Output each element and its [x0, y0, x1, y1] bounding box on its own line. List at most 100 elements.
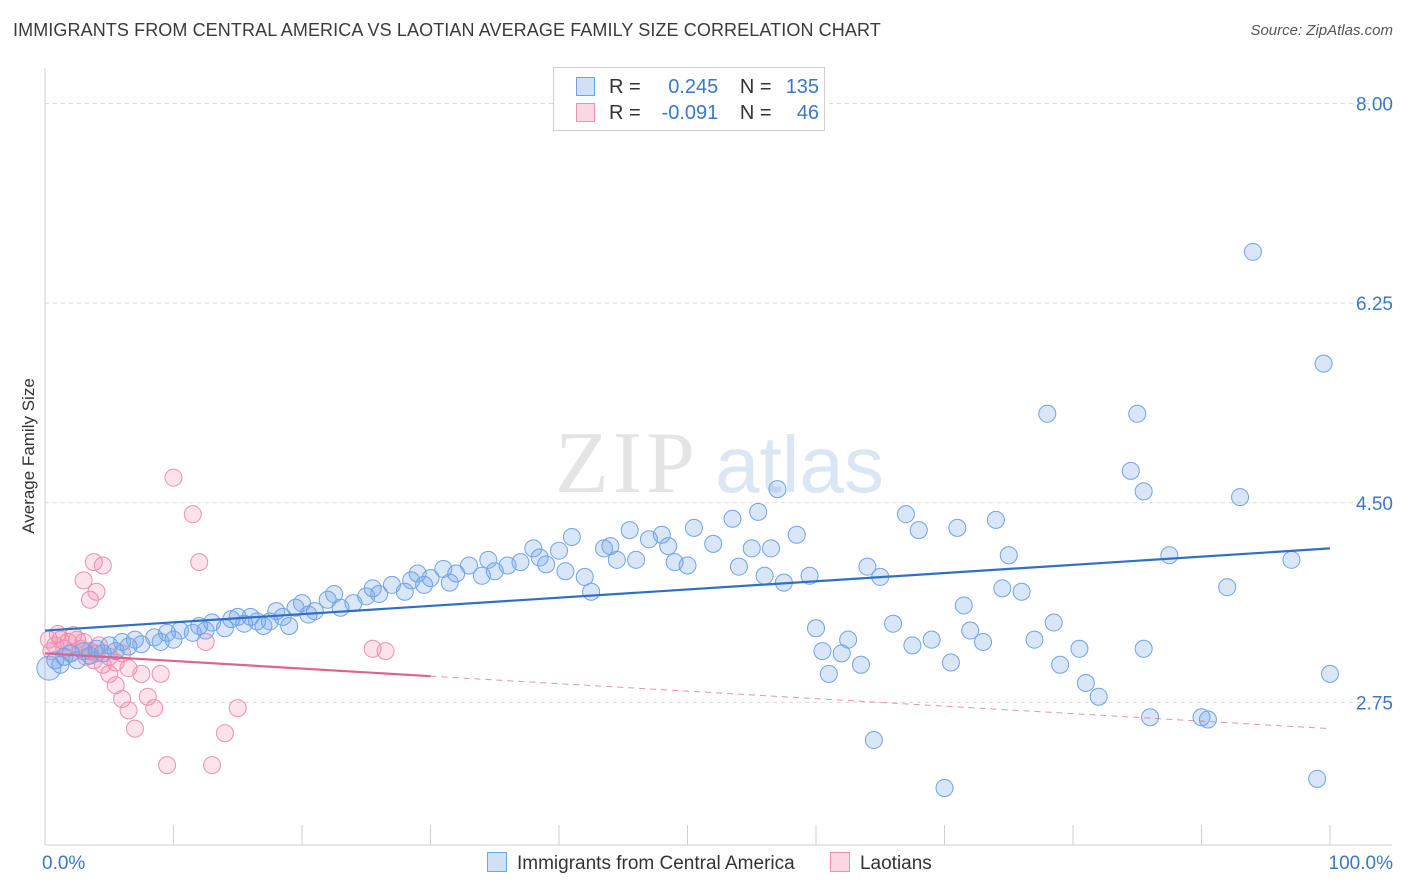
correlation-legend: R = 0.245 N = 135 R = -0.091 N = 46	[553, 67, 825, 131]
x-tick-max: 100.0%	[1329, 853, 1394, 874]
data-point-central-america	[941, 653, 960, 672]
regression-line-laotians	[44, 652, 431, 678]
data-point-central-america	[395, 582, 414, 601]
legend-row-pink: R = -0.091 N = 46	[576, 102, 819, 128]
data-point-central-america	[447, 564, 466, 583]
data-point-central-america	[851, 655, 870, 674]
data-point-central-america	[537, 555, 556, 574]
data-point-central-america	[620, 521, 639, 540]
data-point-central-america	[582, 582, 601, 601]
data-point-central-america	[755, 566, 774, 585]
data-point-central-america	[922, 630, 941, 649]
data-point-central-america	[1134, 639, 1153, 658]
legend-n-value: 46	[796, 102, 820, 124]
data-point-central-america	[1141, 708, 1160, 727]
y-axis-label: Average Family Size	[19, 378, 38, 534]
data-point-laotians	[87, 582, 106, 601]
data-point-central-america	[974, 632, 993, 651]
data-point-central-america	[723, 509, 742, 528]
data-point-central-america	[684, 518, 703, 537]
data-point-central-america	[1314, 354, 1333, 373]
data-point-central-america	[807, 619, 825, 638]
data-point-central-america	[961, 621, 980, 640]
data-point-central-america	[864, 731, 883, 750]
data-point-laotians	[119, 701, 138, 720]
data-point-central-america	[524, 539, 543, 558]
legend-r-value: -0.091	[661, 102, 719, 124]
regression-line-central-america	[44, 547, 1331, 632]
data-point-central-america	[1308, 769, 1327, 788]
series-swatch-pink	[829, 852, 850, 872]
data-point-central-america	[460, 556, 479, 575]
data-point-central-america	[768, 480, 787, 499]
data-point-central-america	[909, 521, 928, 540]
data-point-central-america	[607, 550, 626, 569]
data-point-central-america	[305, 602, 324, 621]
data-point-laotians	[145, 699, 164, 718]
series-label: Immigrants from Central America	[517, 853, 795, 874]
data-point-laotians	[132, 664, 151, 683]
data-point-central-america	[550, 541, 568, 560]
data-point-laotians	[125, 719, 144, 738]
data-point-central-america	[1231, 488, 1250, 507]
data-point-laotians	[228, 699, 247, 718]
data-point-central-america	[1243, 242, 1262, 261]
grid-lines	[45, 103, 1392, 703]
data-point-laotians	[113, 689, 132, 708]
watermark-zip: ZIP	[555, 415, 699, 512]
data-point-laotians	[158, 756, 177, 775]
data-point-central-america	[652, 525, 671, 544]
data-point-laotians	[151, 664, 170, 683]
source-label: Source: ZipAtlas.com	[1250, 22, 1393, 39]
data-point-central-america	[704, 534, 723, 553]
data-point-central-america	[742, 539, 761, 558]
data-point-central-america	[1128, 404, 1147, 423]
data-point-central-america	[993, 579, 1012, 598]
data-point-central-america	[1038, 404, 1057, 423]
data-point-central-america	[556, 562, 575, 581]
data-point-laotians	[164, 468, 183, 487]
data-point-central-america	[858, 557, 877, 576]
legend-r-label: R =	[609, 76, 641, 98]
legend-n-value: 135	[785, 76, 820, 98]
legend-n-label: N =	[739, 76, 772, 98]
data-point-laotians	[376, 642, 395, 661]
data-point-laotians	[84, 553, 103, 572]
data-point-central-america	[1012, 582, 1031, 601]
data-point-laotians	[74, 571, 93, 590]
data-point-central-america	[787, 525, 806, 544]
data-point-central-america	[1051, 655, 1070, 674]
data-point-laotians	[190, 553, 209, 572]
series-swatch-blue	[487, 852, 507, 872]
legend-swatch-pink	[576, 103, 595, 122]
data-point-central-america	[813, 642, 832, 661]
data-point-central-america	[749, 502, 768, 521]
data-point-central-america	[986, 510, 1005, 529]
legend-r-label: R =	[609, 102, 641, 124]
watermark-atlas: atlas	[715, 420, 884, 509]
regression-line-laotians-extension	[430, 675, 1331, 730]
y-tick-label: 8.00	[1356, 95, 1393, 116]
data-point-central-america	[370, 585, 389, 604]
series-label: Laotians	[859, 853, 932, 874]
regression-lines	[44, 547, 1331, 730]
legend-n-label: N =	[739, 102, 772, 124]
data-point-laotians	[138, 687, 157, 706]
data-point-central-america	[1321, 664, 1339, 683]
watermark: ZIP atlas	[555, 415, 884, 512]
series-legend: Immigrants from Central America Laotians	[487, 852, 962, 875]
data-point-central-america	[948, 518, 967, 537]
data-point-central-america	[164, 630, 183, 649]
series-legend-item-central-america: Immigrants from Central America	[487, 852, 795, 875]
data-point-central-america	[999, 546, 1018, 565]
data-point-central-america	[562, 528, 581, 546]
data-point-central-america	[935, 778, 954, 797]
data-point-central-america	[839, 630, 858, 649]
data-point-central-america	[280, 616, 299, 635]
data-point-central-america	[800, 566, 819, 585]
data-point-central-america	[1198, 710, 1217, 729]
data-point-central-america	[678, 556, 697, 575]
data-point-central-america	[762, 539, 781, 558]
data-point-laotians	[100, 664, 119, 683]
